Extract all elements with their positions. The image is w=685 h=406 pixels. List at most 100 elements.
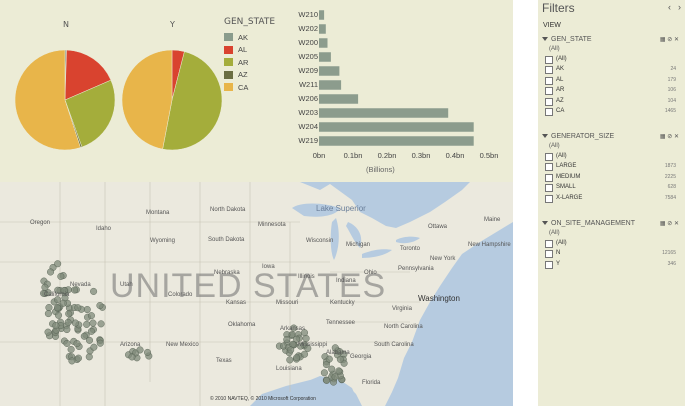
map-data-point[interactable] [55, 311, 63, 319]
map-data-point[interactable] [74, 354, 82, 362]
filter-checkbox[interactable] [545, 194, 553, 203]
collapse-pane-icon[interactable]: ‹ [668, 2, 671, 12]
legend-item-az[interactable]: AZ [224, 69, 284, 82]
map-data-point[interactable] [328, 365, 336, 373]
map-data-point[interactable] [80, 332, 88, 340]
filter-checkbox[interactable] [545, 107, 553, 116]
filter-mode-icon[interactable]: ▦ [659, 134, 668, 140]
expand-pane-icon[interactable]: › [678, 2, 681, 12]
map-data-point[interactable] [65, 310, 73, 318]
map-data-point[interactable] [63, 326, 71, 334]
map-data-point[interactable] [335, 367, 343, 375]
filter-card-header[interactable]: ON_SITE_MANAGEMENT ▦ ⊘ ✕ [542, 220, 681, 230]
map-data-point[interactable] [59, 299, 67, 307]
bar-w205[interactable] [319, 52, 331, 62]
filter-option[interactable]: AL 179 [542, 76, 681, 86]
filter-mode-icon[interactable]: ▦ [659, 221, 668, 227]
map-data-point[interactable] [45, 304, 53, 312]
map-data-point[interactable] [83, 320, 91, 328]
filter-checkbox[interactable] [545, 153, 553, 161]
pie-slice-y-ca[interactable] [121, 49, 173, 150]
filter-card-header[interactable]: GENERATOR_SIZE ▦ ⊘ ✕ [542, 133, 681, 143]
bar-w204[interactable] [319, 122, 474, 132]
pie-charts[interactable] [0, 0, 224, 182]
map-data-point[interactable] [128, 353, 136, 361]
legend-item-ar[interactable]: AR [224, 56, 284, 69]
map-data-point[interactable] [68, 357, 76, 365]
legend-item-al[interactable]: AL [224, 44, 284, 57]
filter-card-header[interactable]: GEN_STATE ▦ ⊘ ✕ [542, 36, 681, 46]
pie-slice-n-ar[interactable] [64, 79, 116, 148]
filter-checkbox[interactable] [545, 184, 553, 193]
pie-slice-y-ar[interactable] [162, 51, 223, 151]
map-data-point[interactable] [89, 319, 97, 327]
clear-filter-icon[interactable]: ⊘ [667, 134, 674, 140]
filter-option[interactable]: CA 1465 [542, 107, 681, 117]
legend-item-ak[interactable]: AK [224, 31, 284, 44]
map-data-point[interactable] [322, 361, 330, 369]
map-data-point[interactable] [90, 343, 98, 351]
map-data-point[interactable] [86, 336, 94, 344]
bar-w202[interactable] [319, 24, 326, 34]
filter-checkbox[interactable] [545, 76, 553, 85]
filter-checkbox[interactable] [545, 250, 553, 259]
map-data-point[interactable] [57, 272, 65, 280]
map-data-point[interactable] [87, 312, 95, 320]
bar-w206[interactable] [319, 94, 359, 104]
filter-option[interactable]: AK 24 [542, 65, 681, 75]
map-data-point[interactable] [90, 287, 98, 295]
collapse-arrow-icon[interactable] [542, 37, 548, 42]
map-data-point[interactable] [44, 328, 52, 336]
map-data-point[interactable] [60, 287, 68, 295]
bar-w203[interactable] [319, 108, 449, 118]
map-data-point[interactable] [293, 335, 301, 343]
map-data-point[interactable] [293, 354, 301, 362]
map-data-point[interactable] [74, 304, 82, 312]
map-data-point[interactable] [283, 336, 291, 344]
bar-w200[interactable] [319, 38, 328, 48]
map-data-point[interactable] [287, 346, 295, 354]
remove-filter-icon[interactable]: ✕ [673, 37, 679, 43]
filter-checkbox[interactable] [545, 163, 553, 172]
map-data-point[interactable] [54, 260, 62, 268]
map-data-point[interactable] [97, 320, 105, 328]
map-data-point[interactable] [325, 355, 333, 363]
map-data-point[interactable] [67, 345, 75, 353]
filter-option[interactable]: (All) [542, 152, 681, 162]
map-data-point[interactable] [331, 344, 339, 352]
filter-mode-icon[interactable]: ▦ [659, 37, 668, 43]
map-data-point[interactable] [320, 369, 328, 377]
filter-option[interactable]: AR 106 [542, 86, 681, 96]
map-data-point[interactable] [41, 283, 49, 291]
map-data-point[interactable] [96, 339, 104, 347]
filter-checkbox[interactable] [545, 56, 553, 64]
map-data-point[interactable] [53, 304, 61, 312]
map-data-point[interactable] [83, 306, 91, 314]
bar-w211[interactable] [319, 80, 342, 90]
map-data-point[interactable] [44, 310, 52, 318]
filter-option[interactable]: SMALL 628 [542, 183, 681, 193]
map-data-point[interactable] [136, 346, 144, 354]
filter-option[interactable]: (All) [542, 239, 681, 249]
map-view[interactable]: UNITED STATES North Dakota South Dakota … [0, 182, 513, 406]
pie-slice-n-al[interactable] [64, 49, 112, 101]
clear-filter-icon[interactable]: ⊘ [667, 37, 674, 43]
map-data-point[interactable] [300, 329, 308, 337]
legend-item-ca[interactable]: CA [224, 81, 284, 94]
filter-checkbox[interactable] [545, 66, 553, 75]
map-data-point[interactable] [336, 348, 344, 356]
map-data-point[interactable] [52, 322, 60, 330]
filter-checkbox[interactable] [545, 97, 553, 106]
map-data-point[interactable] [144, 348, 152, 356]
map-data-point[interactable] [85, 353, 93, 361]
filter-option[interactable]: LARGE 1873 [542, 162, 681, 172]
map-data-point[interactable] [73, 340, 81, 348]
bar-w210[interactable] [319, 10, 325, 20]
filter-option[interactable]: (All) [542, 55, 681, 65]
filter-checkbox[interactable] [545, 173, 553, 182]
clear-filter-icon[interactable]: ⊘ [667, 221, 674, 227]
remove-filter-icon[interactable]: ✕ [673, 221, 679, 227]
filter-option[interactable]: AZ 104 [542, 97, 681, 107]
map-data-point[interactable] [290, 324, 298, 332]
map-data-point[interactable] [96, 302, 104, 310]
